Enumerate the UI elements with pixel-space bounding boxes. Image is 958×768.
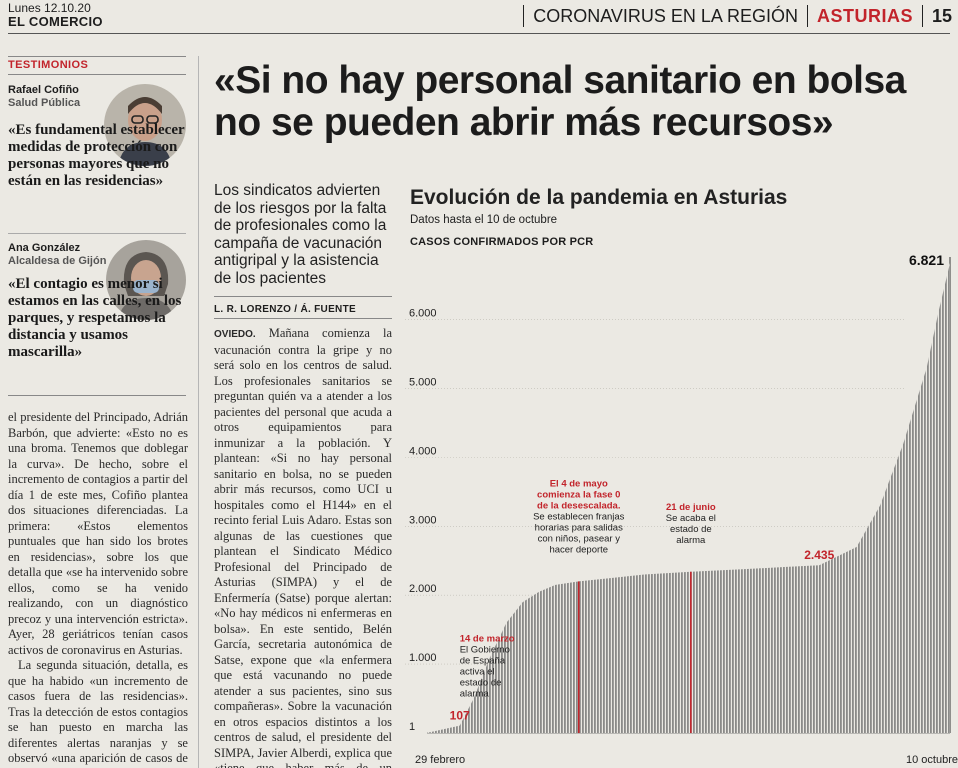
x-start-label: 29 febrero xyxy=(415,754,465,766)
dateline: OVIEDO. xyxy=(214,329,256,340)
value-label: 2.435 xyxy=(804,548,834,562)
avatar-rafael-cofino xyxy=(104,84,186,166)
annotation-text: activa el xyxy=(460,667,495,678)
testimonial-quote: «El contagio es menor si estamos en las … xyxy=(8,276,182,360)
page-number: 15 xyxy=(931,5,952,26)
region-label: ASTURIAS xyxy=(816,5,913,26)
annotation-text: Se establecen franjas xyxy=(533,511,625,522)
testimonials-kicker: TESTIMONIOS xyxy=(8,59,89,71)
annotation-heading: de la desescalada. xyxy=(537,500,620,511)
left-column-text: el presidente del Principado, Adrián Bar… xyxy=(8,410,188,768)
x-end-label: 10 octubre xyxy=(906,754,958,766)
annotation-heading: 21 de junio xyxy=(666,502,716,513)
y-tick-label: 4.000 xyxy=(409,445,437,457)
value-label: 107 xyxy=(450,709,470,723)
testimonial-role: Salud Pública xyxy=(8,97,81,109)
value-label: 6.821 xyxy=(909,255,944,268)
annotation-text: de España xyxy=(460,656,506,667)
testimonials-rule xyxy=(8,56,186,57)
byline-rule xyxy=(214,296,392,297)
annotation-text: estado de xyxy=(670,524,712,535)
y-tick-label: 6.000 xyxy=(409,308,437,320)
annotation-text: El Gobierno xyxy=(460,645,510,656)
chart-subtitle: Datos hasta el 10 de octubre xyxy=(410,214,558,226)
y-tick-label: 2.000 xyxy=(409,583,437,595)
y-tick-label: 5.000 xyxy=(409,376,437,388)
annotation-heading: 14 de marzo xyxy=(460,634,515,645)
testimonial-divider xyxy=(8,233,186,234)
publication-name: EL COMERCIO xyxy=(8,14,103,29)
paragraph: La segunda situación, detalla, es que ha… xyxy=(8,658,188,768)
byline-rule xyxy=(214,318,392,319)
issue-date: Lunes 12.10.20 xyxy=(8,1,91,15)
header-divider xyxy=(523,5,525,27)
cases-area xyxy=(427,263,950,733)
testimonial-role: Alcaldesa de Gijón xyxy=(8,255,107,267)
testimonial-name: Ana González xyxy=(8,242,81,254)
article-body-text: Mañana comienza la vacunación contra la … xyxy=(214,326,392,768)
column-divider xyxy=(198,56,199,768)
annotation-text: alarma xyxy=(460,689,490,700)
annotation-text: hacer deporte xyxy=(549,544,608,555)
chart-measure: CASOS CONFIRMADOS POR PCR xyxy=(410,236,594,248)
header-rule xyxy=(8,33,950,34)
testimonial-quote: «Es fundamental establecer medidas de pr… xyxy=(8,122,185,189)
headline: «Si no hay personal sanitario en bolsa n… xyxy=(214,59,906,144)
annotation-text: Se acaba el xyxy=(666,513,716,524)
cases-chart: 107 2.435 6.821 1 1.000 2.000 3.000 4.000 5.000… xyxy=(405,255,958,766)
testimonial-name: Rafael Cofiño xyxy=(8,84,79,96)
header-divider xyxy=(921,5,923,27)
annotation-heading: comienza la fase 0 xyxy=(537,489,620,500)
y-tick-label: 1.000 xyxy=(409,652,437,664)
testimonials-end-rule xyxy=(8,395,186,396)
article-body: OVIEDO. Mañana comienza la vacunación co… xyxy=(214,326,392,768)
annotation-text: con niños, pasear y xyxy=(538,533,621,544)
testimonial-2-header: Ana González Alcaldesa de Gijón xyxy=(8,242,118,268)
annotation-heading: El 4 de mayo xyxy=(550,478,608,489)
y-tick-label: 3.000 xyxy=(409,514,437,526)
y-tick-label: 1 xyxy=(409,721,415,733)
section-title: CORONAVIRUS EN LA REGIÓN xyxy=(533,5,798,26)
annotation-text: horarias para salidas xyxy=(535,522,623,533)
testimonial-1-header: Rafael Cofiño Salud Pública xyxy=(8,84,108,110)
page-header-right: CORONAVIRUS EN LA REGIÓN ASTURIAS 15 xyxy=(523,4,952,28)
paragraph: el presidente del Principado, Adrián Bar… xyxy=(8,410,188,657)
annotation-text: estado de xyxy=(460,678,502,689)
byline: L. R. LORENZO / Á. FUENTE xyxy=(214,304,356,315)
annotation-text: alarma xyxy=(676,535,706,546)
lead-paragraph: Los sindicatos advierten de los riesgos … xyxy=(214,182,387,287)
testimonials-rule xyxy=(8,74,186,75)
avatar-ana-gonzalez xyxy=(106,240,186,320)
chart-title: Evolución de la pandemia en Asturias xyxy=(410,186,788,209)
page-header-left: Lunes 12.10.20 EL COMERCIO xyxy=(8,1,103,29)
header-divider xyxy=(806,5,808,27)
